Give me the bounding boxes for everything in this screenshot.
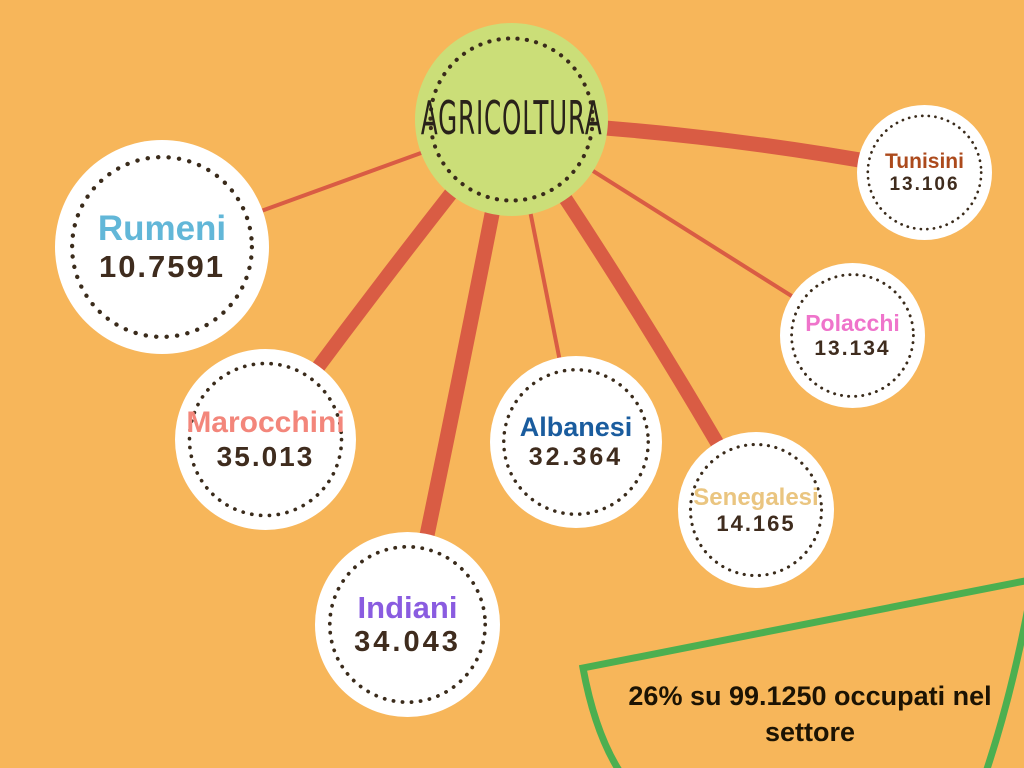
node-albanesi: Albanesi 32.364	[490, 356, 662, 528]
node-senegalesi: Senegalesi 14.165	[678, 432, 834, 588]
node-label: Albanesi	[519, 412, 633, 443]
center-topic-title: AGRICOLTURA	[420, 92, 603, 147]
dotted-ring	[688, 442, 824, 578]
leaf-outline-left	[578, 577, 1024, 768]
node-value: 13.134	[814, 336, 891, 360]
node-label: Marocchini	[186, 406, 345, 440]
node-value: 13.106	[889, 173, 960, 195]
dotted-ring	[69, 154, 255, 340]
node-label: Rumeni	[97, 209, 227, 249]
dotted-ring	[502, 368, 650, 516]
footnote-line1: 26% su 99.1250 occupati nel	[628, 681, 992, 711]
node-label: Tunisini	[885, 149, 964, 173]
node-value: 35.013	[216, 440, 315, 472]
dotted-ring	[187, 361, 344, 518]
node-label: Senegalesi	[693, 483, 819, 511]
node-rumeni: Rumeni 10.7591	[55, 140, 269, 354]
node-polacchi: Polacchi 13.134	[780, 263, 925, 408]
node-tunisini: Tunisini 13.106	[857, 105, 992, 240]
node-value: 32.364	[528, 443, 624, 472]
node-value: 14.165	[716, 511, 796, 537]
dotted-ring	[866, 114, 983, 231]
node-value: 10.7591	[98, 249, 226, 285]
node-marocchini: Marocchini 35.013	[175, 349, 356, 530]
leaf-outline-right	[983, 610, 1024, 768]
node-value: 34.043	[354, 625, 461, 658]
node-indiani: Indiani 34.043	[315, 532, 500, 717]
dotted-ring	[790, 273, 915, 398]
dotted-ring	[327, 544, 488, 705]
dotted-ring	[428, 36, 595, 203]
node-label: Polacchi	[805, 310, 900, 337]
footnote-line2: settore	[764, 717, 856, 748]
footnote: 26% su 99.1250 occupati nel settore	[605, 678, 1015, 751]
center-topic-circle: AGRICOLTURA	[415, 23, 608, 216]
node-label: Indiani	[357, 590, 458, 625]
